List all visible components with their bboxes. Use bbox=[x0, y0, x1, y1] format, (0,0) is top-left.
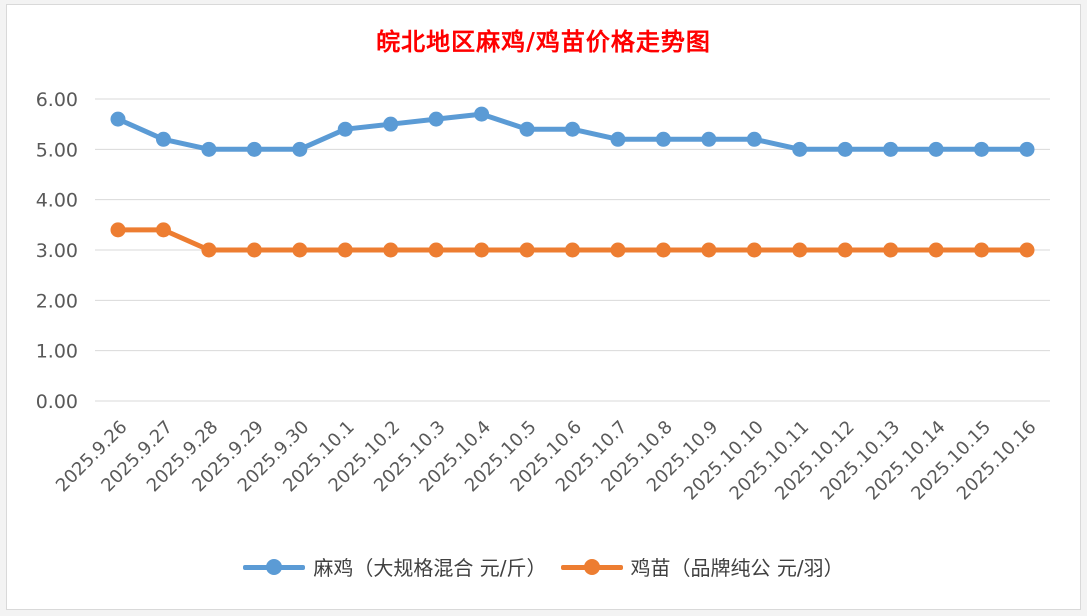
series-1-point[interactable] bbox=[383, 116, 399, 132]
series-1-point[interactable] bbox=[565, 121, 580, 137]
series-1-point[interactable] bbox=[928, 141, 944, 157]
y-tick-label: 6.00 bbox=[36, 89, 78, 111]
y-tick-label: 3.00 bbox=[36, 240, 78, 262]
series-1-point[interactable] bbox=[110, 111, 126, 127]
series-2-point[interactable] bbox=[383, 242, 399, 258]
series-2-point[interactable] bbox=[701, 242, 717, 258]
series-1-point[interactable] bbox=[474, 106, 490, 122]
series-2-point[interactable] bbox=[337, 242, 353, 258]
series-2-point[interactable] bbox=[974, 242, 990, 258]
series-1-point[interactable] bbox=[746, 131, 762, 147]
y-tick-label: 4.00 bbox=[36, 190, 78, 212]
y-tick-label: 2.00 bbox=[36, 290, 78, 312]
legend-item-series-1[interactable]: 麻鸡（大规格混合 元/斤） bbox=[243, 552, 547, 581]
series-2-point[interactable] bbox=[746, 242, 762, 258]
legend-swatch-series-2 bbox=[560, 557, 623, 577]
series-2-point[interactable] bbox=[474, 242, 490, 258]
series-2-point[interactable] bbox=[110, 222, 126, 238]
y-tick-label: 0.00 bbox=[36, 391, 78, 413]
series-2-point[interactable] bbox=[928, 242, 944, 258]
series-2-point[interactable] bbox=[246, 242, 262, 258]
series-1-point[interactable] bbox=[610, 131, 626, 147]
series-2-point[interactable] bbox=[837, 242, 853, 258]
series-2-point[interactable] bbox=[792, 242, 808, 258]
series-2-point[interactable] bbox=[1019, 242, 1035, 258]
series-1-point[interactable] bbox=[428, 111, 444, 127]
chart-title: 皖北地区麻鸡/鸡苗价格走势图 bbox=[376, 27, 711, 56]
series-2-point[interactable] bbox=[201, 242, 217, 258]
series-1-point[interactable] bbox=[519, 121, 535, 137]
series-1-point[interactable] bbox=[155, 131, 171, 147]
series-2-point[interactable] bbox=[428, 242, 444, 258]
series-2-point[interactable] bbox=[155, 222, 171, 238]
chart-area[interactable] bbox=[6, 4, 1081, 610]
series-1-point[interactable] bbox=[246, 141, 262, 157]
series-2-point[interactable] bbox=[565, 242, 580, 258]
series-1-point[interactable] bbox=[201, 141, 217, 157]
series-1-point[interactable] bbox=[883, 141, 899, 157]
series-2-point[interactable] bbox=[292, 242, 308, 258]
series-1-point[interactable] bbox=[1019, 141, 1035, 157]
series-2-point[interactable] bbox=[883, 242, 899, 258]
series-1-point[interactable] bbox=[655, 131, 671, 147]
series-2-point[interactable] bbox=[519, 242, 535, 258]
series-1-point[interactable] bbox=[837, 141, 853, 157]
legend-label-series-1: 麻鸡（大规格混合 元/斤） bbox=[313, 556, 547, 580]
series-1-point[interactable] bbox=[792, 141, 808, 157]
series-1-point[interactable] bbox=[292, 141, 308, 157]
legend-label-series-2: 鸡苗（品牌纯公 元/羽） bbox=[630, 556, 844, 580]
legend: 麻鸡（大规格混合 元/斤） 鸡苗（品牌纯公 元/羽） bbox=[0, 552, 1087, 581]
y-tick-label: 5.00 bbox=[36, 139, 78, 161]
legend-swatch-series-1 bbox=[243, 557, 306, 577]
series-2-point[interactable] bbox=[610, 242, 626, 258]
series-1-point[interactable] bbox=[974, 141, 990, 157]
series-2-point[interactable] bbox=[655, 242, 671, 258]
y-tick-label: 1.00 bbox=[36, 341, 78, 363]
series-1-point[interactable] bbox=[701, 131, 717, 147]
legend-item-series-2[interactable]: 鸡苗（品牌纯公 元/羽） bbox=[560, 552, 844, 581]
series-1-point[interactable] bbox=[337, 121, 353, 137]
